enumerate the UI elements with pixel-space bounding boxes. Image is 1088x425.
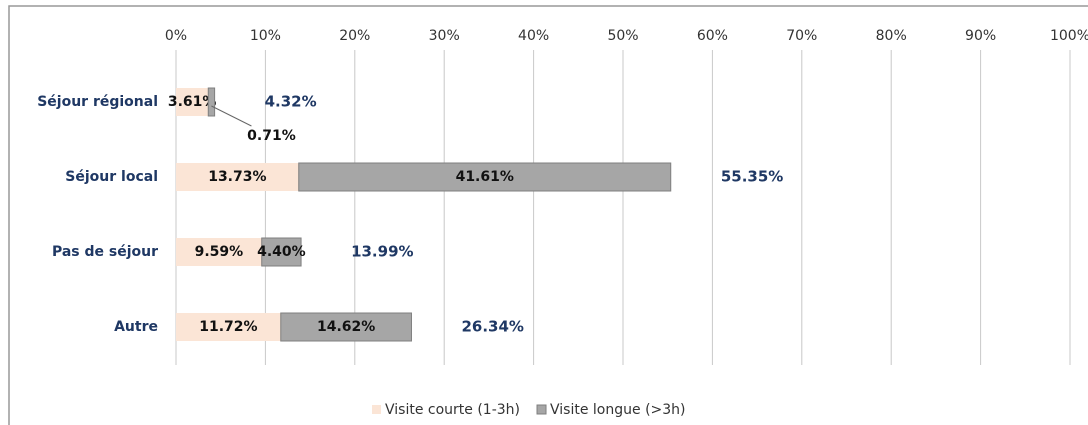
value-label: 4.40% — [257, 244, 306, 260]
value-label: 14.62% — [317, 319, 375, 335]
value-label: 41.61% — [456, 169, 514, 185]
category-label: Pas de séjour — [52, 244, 158, 260]
x-tick-label: 50% — [607, 28, 638, 44]
x-tick-label: 40% — [518, 28, 549, 44]
bar-segment — [207, 87, 216, 117]
bar-segment — [176, 238, 262, 266]
total-label: 4.32% — [265, 93, 317, 111]
legend-swatch — [536, 404, 547, 415]
total-label: 26.34% — [461, 318, 523, 336]
x-tick-label: 60% — [697, 28, 728, 44]
total-label: 13.99% — [351, 243, 413, 261]
value-label: 9.59% — [195, 244, 244, 260]
value-label: 11.72% — [199, 319, 257, 335]
bar-segment — [280, 312, 412, 342]
category-label: Autre — [114, 319, 158, 335]
bar-segment — [298, 162, 672, 192]
bar-segment — [176, 313, 281, 341]
value-label: 0.71% — [247, 128, 296, 144]
x-tick-label: 80% — [876, 28, 907, 44]
leader-line — [211, 105, 252, 127]
bar-segment — [176, 88, 209, 116]
x-tick-label: 100% — [1050, 28, 1088, 44]
chart-frame — [8, 5, 1088, 425]
value-label: 3.61% — [168, 94, 217, 110]
x-tick-label: 30% — [429, 28, 460, 44]
x-tick-label: 70% — [786, 28, 817, 44]
legend-label: Visite courte (1-3h) — [385, 402, 520, 418]
x-tick-label: 0% — [165, 28, 187, 44]
category-label: Séjour régional — [37, 94, 158, 110]
category-label: Séjour local — [65, 169, 158, 185]
bar-segment — [261, 237, 302, 267]
legend-swatch — [372, 405, 381, 414]
x-tick-label: 20% — [339, 28, 370, 44]
legend-label: Visite longue (>3h) — [550, 402, 685, 418]
bar-segment — [176, 163, 299, 191]
total-label: 55.35% — [721, 168, 783, 186]
x-tick-label: 90% — [965, 28, 996, 44]
x-tick-label: 10% — [250, 28, 281, 44]
value-label: 13.73% — [208, 169, 266, 185]
